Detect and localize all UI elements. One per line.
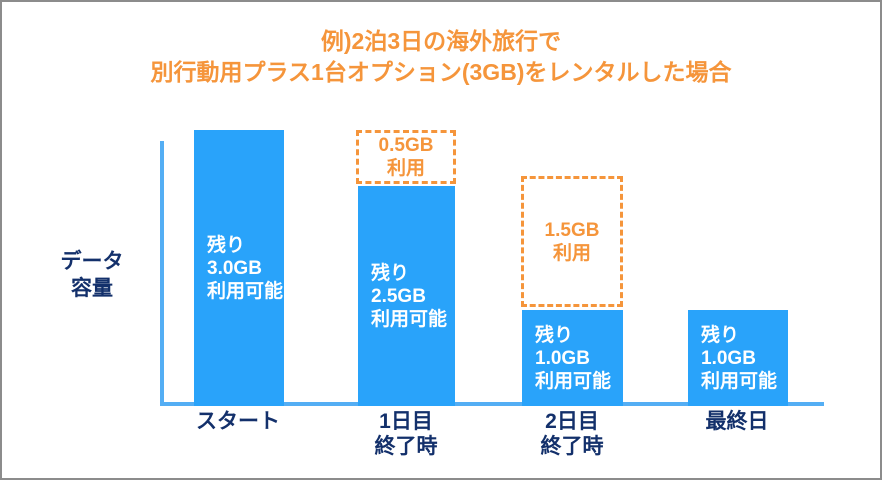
- bar-text-line: 3.0GB: [207, 257, 262, 279]
- used-box-day2: 1.5GB 利用: [521, 176, 623, 307]
- x-axis-label-day1: 1日目 終了時: [346, 409, 466, 459]
- bar-text-line: 残り: [371, 262, 410, 284]
- bar-start: 残り 3.0GB 利用可能: [194, 130, 284, 406]
- x-axis-line: [160, 402, 824, 406]
- y-axis-label: データ 容量: [42, 248, 142, 302]
- bar-text-line: 1.0GB: [701, 347, 756, 369]
- x-axis-label-line: 終了時: [374, 435, 438, 458]
- used-word: 利用: [386, 158, 425, 179]
- chart-title-line1: 例)2泊3日の海外旅行で: [320, 28, 562, 54]
- chart-title: 例)2泊3日の海外旅行で 別行動用プラス1台オプション(3GB)をレンタルした場…: [2, 26, 880, 88]
- x-axis-label-day2: 2日目 終了時: [512, 409, 632, 459]
- x-axis-label-line: 1日目: [379, 410, 433, 433]
- used-word: 利用: [552, 242, 591, 264]
- bar-day2-end: 残り 1.0GB 利用可能: [522, 310, 623, 406]
- bar-text-line: 利用可能: [701, 370, 778, 392]
- y-axis-line: [160, 141, 164, 404]
- bar-day1-end: 残り 2.5GB 利用可能: [358, 186, 455, 406]
- x-axis-label-line: 2日目: [545, 410, 599, 433]
- bar-final-day: 残り 1.0GB 利用可能: [688, 310, 788, 406]
- x-axis-label-final: 最終日: [677, 409, 797, 434]
- x-axis-label-line: スタート: [196, 410, 280, 433]
- used-amount: 1.5GB: [544, 219, 600, 241]
- bar-text-line: 利用可能: [207, 280, 284, 302]
- bar-text-line: 残り: [207, 234, 246, 256]
- chart-title-line2: 別行動用プラス1台オプション(3GB)をレンタルした場合: [150, 59, 732, 85]
- y-axis-label-line1: データ: [60, 250, 124, 273]
- bar-text-line: 利用可能: [535, 370, 612, 392]
- x-axis-label-line: 最終日: [705, 410, 769, 433]
- bar-text-line: 残り: [701, 324, 740, 346]
- x-axis-label-start: スタート: [178, 409, 298, 434]
- used-box-day1: 0.5GB 利用: [356, 130, 456, 184]
- bar-text-line: 残り: [535, 324, 574, 346]
- y-axis-label-line2: 容量: [71, 277, 113, 300]
- bar-text-line: 利用可能: [371, 308, 448, 330]
- bar-text-line: 2.5GB: [371, 285, 426, 307]
- used-amount: 0.5GB: [378, 135, 434, 156]
- x-axis-label-line: 終了時: [540, 435, 604, 458]
- bar-text-line: 1.0GB: [535, 347, 590, 369]
